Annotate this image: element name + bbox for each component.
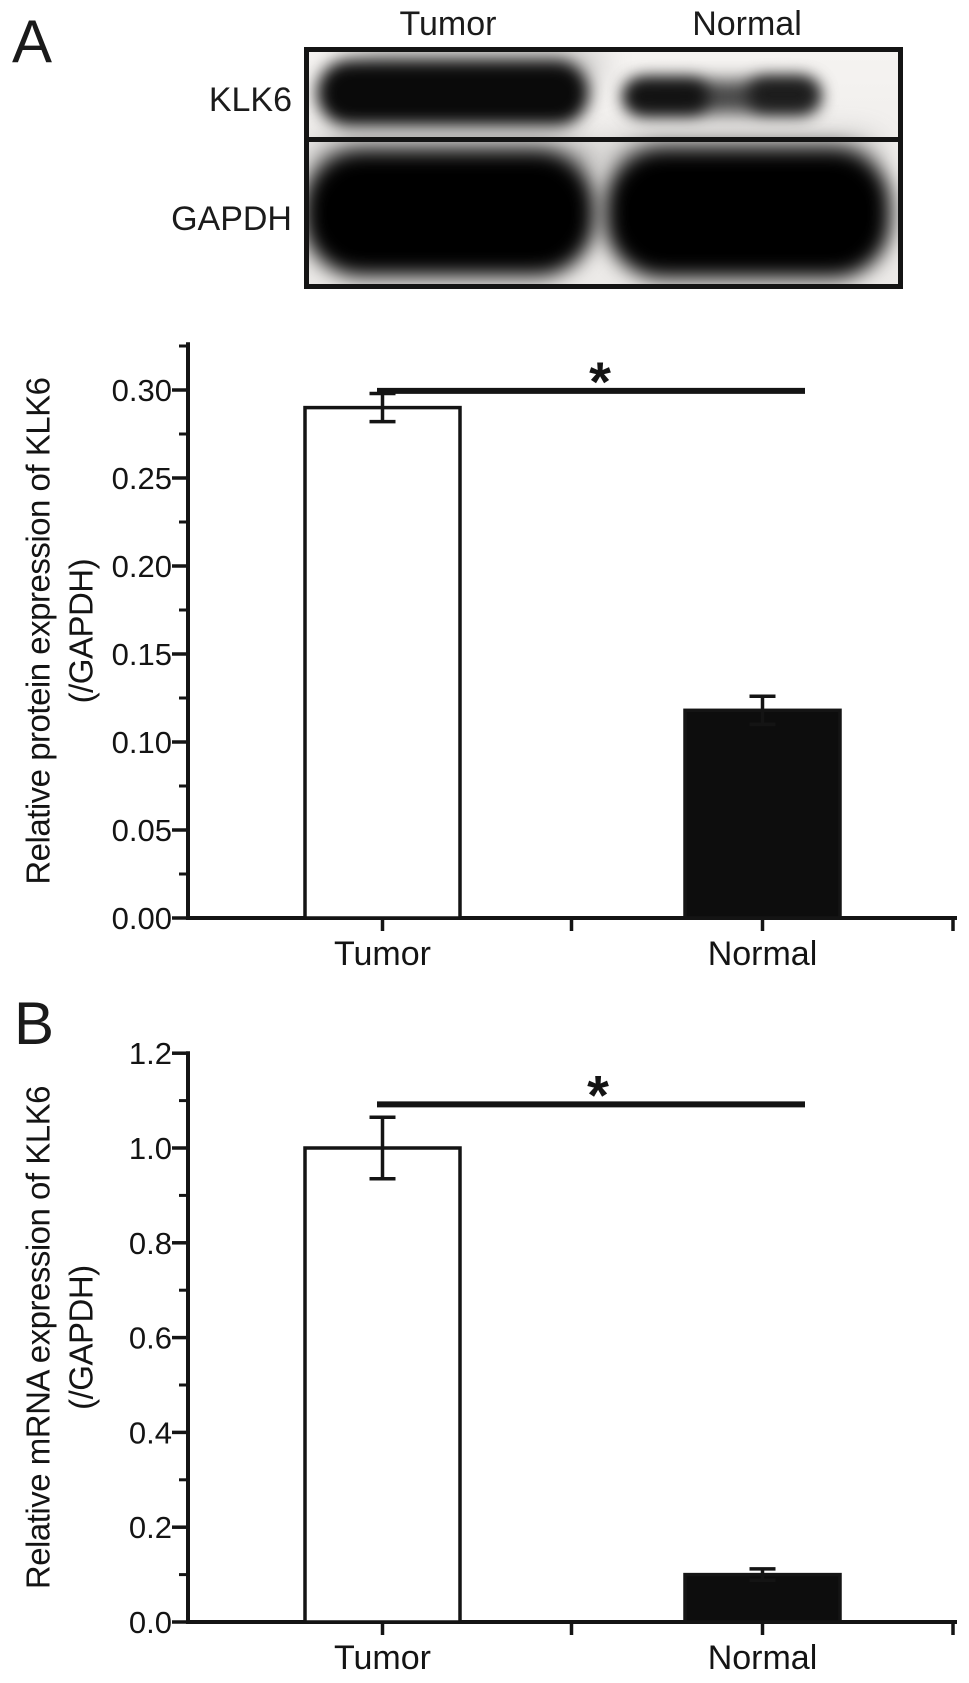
chart-b-ytick-label: 0.0 <box>129 1605 172 1640</box>
blot-band-klk6-normal-left <box>624 79 709 114</box>
chart-b-xlabel-normal: Normal <box>708 1639 818 1677</box>
blot-column-label-normal: Normal <box>692 5 802 43</box>
chart-b-ytick-label: 1.0 <box>129 1131 172 1166</box>
chart-b-ytick-label: 1.2 <box>129 1036 172 1071</box>
chart-b-ytick-label: 0.6 <box>129 1321 172 1356</box>
chart-a-ylabel-line1: Relative protein expression of KLK6 <box>20 378 57 885</box>
chart-b-axes <box>186 1051 957 1624</box>
chart-a-xlabel-normal: Normal <box>708 935 818 973</box>
chart-a-xlabel-tumor: Tumor <box>334 935 431 973</box>
panel-b-label: B <box>14 990 55 1057</box>
blot-row-label-gapdh: GAPDH <box>171 200 292 238</box>
chart-a-bar-normal <box>683 708 842 920</box>
blot-band-klk6-tumor <box>317 60 589 126</box>
blot-row-divider <box>309 137 898 142</box>
chart-b-significance-star: * <box>587 1063 609 1126</box>
chart-a-significance-star: * <box>589 350 611 413</box>
blot-band-klk6-normal-right <box>747 77 819 112</box>
chart-a-bar-tumor <box>303 405 462 920</box>
blot-column-label-tumor: Tumor <box>399 5 497 43</box>
chart-b-ylabel-line1: Relative mRNA expression of KLK6 <box>20 1086 57 1589</box>
chart-b-ytick-label: 0.4 <box>129 1415 172 1450</box>
blot-band-gapdh-normal <box>605 148 891 278</box>
chart-a-ytick-label: 0.20 <box>112 549 172 584</box>
blot-band-gapdh-tumor <box>309 150 595 276</box>
chart-a-ylabel-line2: (/GAPDH) <box>63 559 100 704</box>
chart-a-ytick-label: 0.25 <box>112 461 172 496</box>
chart-a-ytick-label: 0.15 <box>112 637 172 672</box>
panel-a-label: A <box>12 8 53 75</box>
chart-b-ytick-label: 0.8 <box>129 1226 172 1261</box>
chart-b-bar-normal <box>683 1572 842 1624</box>
chart-b-ytick-label: 0.2 <box>129 1510 172 1545</box>
chart-a-ytick-label: 0.30 <box>112 373 172 408</box>
chart-a-ytick-label: 0.00 <box>112 901 172 936</box>
blot-membrane <box>309 52 898 284</box>
chart-a-ytick-label: 0.05 <box>112 813 172 848</box>
blot-row-label-klk6: KLK6 <box>208 81 292 119</box>
chart-a-ytick-label: 0.10 <box>112 725 172 760</box>
chart-b-ylabel-line2: (/GAPDH) <box>63 1265 100 1410</box>
chart-b-xlabel-tumor: Tumor <box>334 1639 431 1677</box>
chart-b-bar-tumor <box>303 1146 462 1624</box>
